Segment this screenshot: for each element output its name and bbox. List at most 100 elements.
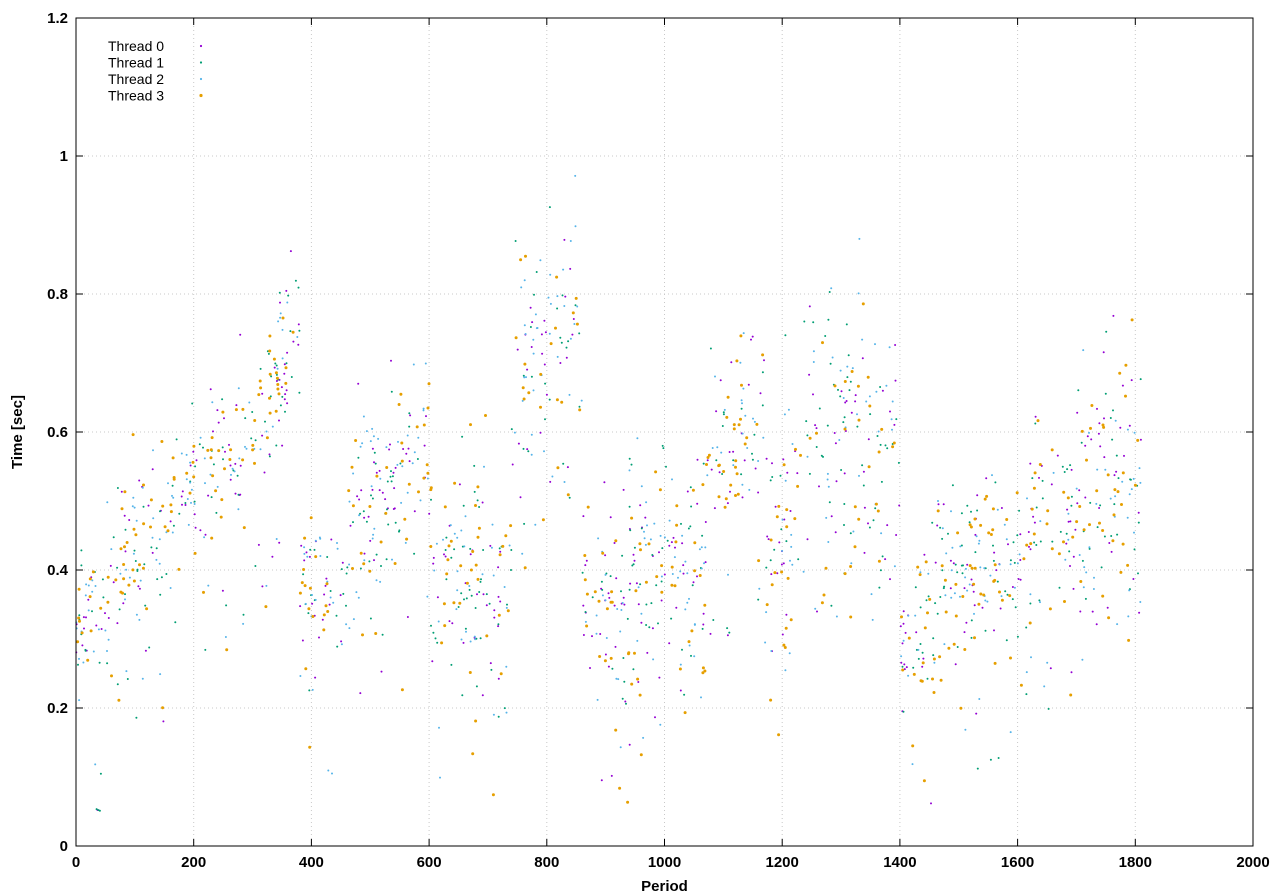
data-point: [233, 470, 236, 473]
data-point: [110, 548, 113, 551]
data-point: [254, 439, 257, 442]
data-point: [485, 634, 489, 638]
data-point: [660, 590, 664, 594]
data-point: [497, 625, 500, 628]
data-point: [1101, 594, 1105, 598]
data-point: [399, 462, 402, 465]
data-point: [726, 634, 729, 637]
data-point: [829, 362, 832, 365]
data-point: [1090, 438, 1093, 441]
data-point: [984, 629, 987, 632]
data-point: [531, 321, 534, 324]
data-point: [874, 507, 877, 510]
data-point: [1084, 597, 1087, 600]
data-point: [285, 289, 288, 292]
data-point: [345, 572, 348, 575]
data-point: [89, 629, 93, 633]
data-point: [609, 600, 613, 604]
data-point: [1086, 435, 1089, 438]
data-point: [912, 672, 916, 676]
data-point: [193, 513, 196, 516]
data-point: [1102, 351, 1105, 354]
data-point: [623, 603, 626, 606]
data-point: [751, 335, 754, 338]
data-point: [975, 712, 978, 715]
data-point: [750, 338, 752, 341]
data-point: [161, 706, 165, 710]
data-point: [1085, 458, 1088, 462]
data-point: [417, 436, 420, 439]
data-point: [919, 643, 922, 645]
data-point: [732, 464, 735, 467]
data-point: [408, 412, 411, 415]
data-point: [372, 435, 375, 438]
data-point: [371, 497, 374, 500]
data-point: [1036, 419, 1040, 423]
data-point: [212, 430, 214, 433]
data-point: [880, 480, 883, 483]
data-point: [991, 528, 995, 532]
data-point: [595, 632, 598, 635]
data-point: [242, 613, 245, 616]
data-point: [389, 475, 392, 478]
data-point: [754, 467, 757, 470]
data-point: [322, 613, 326, 617]
data-point: [898, 504, 901, 507]
data-point: [92, 650, 95, 653]
data-point: [275, 380, 278, 382]
data-point: [359, 512, 362, 515]
data-point: [212, 463, 215, 466]
data-point: [1081, 559, 1084, 562]
data-point: [630, 516, 634, 520]
data-point: [281, 328, 284, 331]
data-point: [979, 566, 982, 569]
data-point: [654, 716, 656, 719]
data-point: [311, 615, 315, 618]
data-point: [761, 404, 764, 407]
data-point: [831, 356, 834, 359]
data-point: [435, 542, 438, 545]
data-point: [611, 667, 614, 670]
data-point: [294, 279, 297, 282]
data-point: [1009, 563, 1012, 566]
data-point: [118, 608, 121, 611]
data-point: [850, 370, 854, 373]
data-point: [228, 443, 230, 446]
data-point: [1033, 521, 1036, 524]
data-point: [566, 466, 569, 469]
data-point: [617, 678, 620, 681]
data-point: [539, 405, 542, 409]
data-point: [155, 547, 158, 550]
data-point: [956, 646, 959, 648]
data-point: [966, 504, 969, 507]
data-point: [784, 626, 788, 630]
data-point: [505, 606, 508, 609]
data-point: [185, 471, 189, 475]
data-point: [691, 488, 695, 492]
data-point: [816, 610, 818, 613]
data-point: [1028, 621, 1032, 625]
data-point: [152, 449, 154, 452]
data-point: [931, 521, 934, 524]
data-point: [1082, 586, 1085, 589]
data-point: [927, 595, 930, 598]
data-point: [856, 384, 860, 388]
data-point: [936, 612, 939, 615]
data-point: [144, 604, 147, 607]
data-point: [666, 539, 669, 542]
data-point: [698, 548, 701, 551]
data-point: [241, 407, 245, 411]
data-point: [1006, 593, 1009, 596]
data-point: [422, 409, 425, 412]
data-point: [722, 413, 725, 416]
data-point: [563, 238, 566, 241]
data-point: [186, 498, 189, 500]
data-point: [1115, 470, 1118, 473]
data-point: [406, 616, 409, 618]
data-point: [943, 643, 946, 646]
data-point: [863, 551, 866, 554]
data-point: [504, 534, 508, 538]
data-point: [952, 562, 955, 565]
data-point: [875, 390, 878, 393]
data-point: [160, 576, 163, 579]
